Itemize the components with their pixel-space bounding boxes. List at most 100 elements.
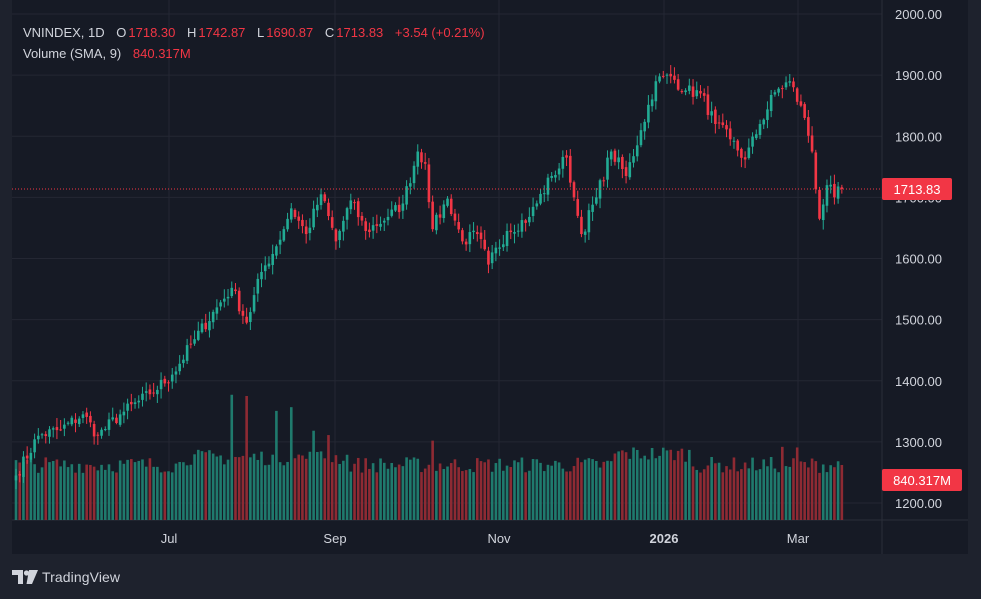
volume-bar <box>464 470 468 520</box>
volume-bar <box>788 466 792 520</box>
volume-bar <box>684 461 687 520</box>
volume-bar <box>427 464 431 520</box>
volume-bar <box>595 460 598 520</box>
candle <box>152 382 155 397</box>
volume-bar <box>453 459 457 520</box>
volume-bar <box>74 472 77 520</box>
change-value: +3.54 (+0.21%) <box>394 25 485 40</box>
volume-bar <box>781 446 784 520</box>
candle <box>587 203 591 240</box>
candle <box>572 180 576 202</box>
candle <box>137 395 141 409</box>
candle <box>710 101 713 124</box>
volume-bar <box>609 461 613 520</box>
volume-bar <box>836 461 840 520</box>
volume-bar <box>211 453 215 520</box>
candle <box>836 181 840 204</box>
candle <box>431 195 434 232</box>
volume-bar <box>728 469 732 520</box>
volume-bar <box>77 463 81 520</box>
chart-frame[interactable]: 1200.001300.001400.001500.001600.001700.… <box>12 0 968 554</box>
tradingview-brand[interactable]: TradingView <box>12 569 120 585</box>
candle <box>77 416 81 428</box>
volume-bar <box>691 466 695 520</box>
price-axis[interactable]: 1200.001300.001400.001500.001600.001700.… <box>895 7 942 511</box>
candle <box>18 471 22 483</box>
candle <box>40 432 44 439</box>
volume-bar <box>807 467 810 520</box>
candle <box>33 433 36 459</box>
candle <box>356 197 360 226</box>
volume-bar <box>170 472 174 520</box>
candle <box>349 193 353 215</box>
time-axis[interactable]: Jul Sep Nov 2026 Mar <box>161 531 810 546</box>
volume-bar <box>475 458 479 520</box>
candle <box>215 299 219 320</box>
candle <box>241 304 245 324</box>
candle <box>81 411 85 424</box>
volume-bar <box>360 472 364 520</box>
candle <box>781 85 784 99</box>
candle <box>334 228 338 250</box>
candle <box>639 123 643 148</box>
candle <box>699 85 702 99</box>
volume-bar <box>714 463 717 520</box>
volume-bar <box>89 464 92 520</box>
candle <box>617 149 620 170</box>
price-chart[interactable]: 1200.001300.001400.001500.001600.001700.… <box>12 0 968 554</box>
ohlc-legend[interactable]: VNINDEX, 1D O 1718.30 H 1742.87 L 1690.87 C… <box>23 25 487 40</box>
volume-bar <box>654 458 658 520</box>
volume-bar <box>66 467 70 520</box>
candle <box>509 223 513 240</box>
candle <box>163 375 167 387</box>
candle <box>267 256 271 270</box>
candle <box>643 119 646 140</box>
volume-bar <box>814 461 818 520</box>
candle <box>576 190 580 219</box>
volume-label[interactable]: Volume (SMA, 9) <box>23 46 122 61</box>
candle <box>516 223 520 237</box>
volume-bar <box>256 459 260 520</box>
volume-bar <box>825 472 829 520</box>
volume-bar <box>312 430 315 520</box>
candle <box>442 200 446 223</box>
volume-bar <box>423 468 427 520</box>
candle <box>502 234 505 252</box>
volume-legend[interactable]: Volume (SMA, 9) 840.317M <box>23 46 193 61</box>
time-tick-label: Sep <box>323 531 346 546</box>
candle <box>51 426 55 438</box>
volume-bar <box>773 468 777 520</box>
candle <box>182 354 185 368</box>
candle <box>133 398 137 409</box>
candle <box>673 67 676 84</box>
volume-bar <box>40 467 44 520</box>
volume-bar <box>144 466 148 520</box>
candle <box>613 148 617 166</box>
volume-bar <box>96 470 100 520</box>
volume-bar <box>382 462 386 520</box>
candle <box>595 187 598 206</box>
volume-bar <box>364 458 367 520</box>
volume-bar <box>204 452 208 520</box>
volume-bar <box>304 458 308 520</box>
volume-bar <box>528 470 531 520</box>
candle <box>170 367 174 389</box>
volume-bar <box>840 464 844 520</box>
candle <box>100 427 103 439</box>
volume-bar <box>572 466 576 520</box>
volume-bar <box>59 466 62 520</box>
candle <box>423 152 427 170</box>
volume-bar <box>513 460 516 520</box>
volume-bar <box>103 469 107 520</box>
candle <box>740 147 743 168</box>
volume-bar <box>498 458 501 520</box>
candle <box>628 153 632 180</box>
volume-bar <box>706 465 710 520</box>
candle <box>542 185 546 203</box>
symbol-label[interactable]: VNINDEX, 1D <box>23 25 105 40</box>
volume-bar <box>316 451 319 520</box>
volume-bar <box>665 450 669 520</box>
volume-bar <box>821 464 825 520</box>
volume-bar <box>401 466 405 520</box>
candle <box>598 178 602 209</box>
